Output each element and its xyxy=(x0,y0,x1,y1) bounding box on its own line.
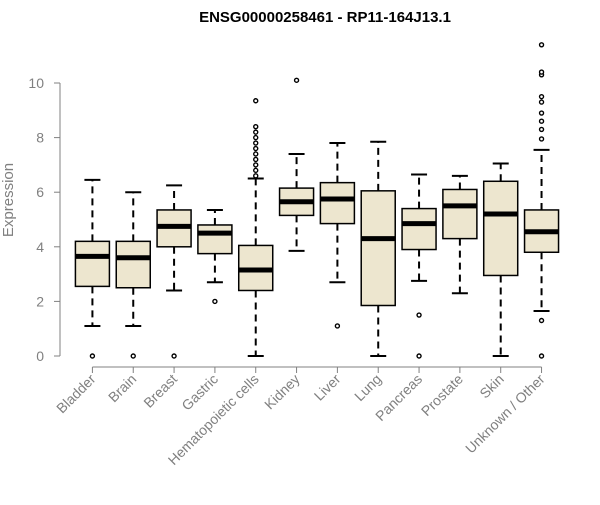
outlier-point xyxy=(253,167,259,174)
outlier-point xyxy=(538,317,545,324)
box-iqr xyxy=(401,207,437,251)
outlier-point xyxy=(253,162,259,168)
outlier-point xyxy=(538,353,545,359)
outlier-point xyxy=(334,323,341,329)
outlier-point xyxy=(212,298,218,305)
outlier-point xyxy=(538,99,545,105)
outlier-point xyxy=(538,126,545,133)
x-tick-label: Lung xyxy=(351,371,384,404)
y-tick-label: 4 xyxy=(36,239,44,255)
x-tick-label: Bladder xyxy=(53,371,99,417)
outlier-point xyxy=(538,69,545,75)
outlier-point xyxy=(253,98,259,104)
x-tick-label: Skin xyxy=(476,371,507,402)
outlier-point xyxy=(538,93,545,100)
outlier-point xyxy=(253,173,259,179)
outlier-point xyxy=(253,156,259,163)
outlier-point xyxy=(416,312,422,318)
box-iqr xyxy=(74,240,111,288)
x-tick-label: Liver xyxy=(311,371,344,404)
outlier-point xyxy=(171,353,177,359)
outlier-point xyxy=(293,77,300,83)
x-tick-label: Brain xyxy=(105,371,139,405)
box-iqr xyxy=(360,190,396,307)
outlier-point xyxy=(253,140,259,146)
outlier-point xyxy=(253,129,259,135)
chart-title: ENSG00000258461 - RP11-164J13.1 xyxy=(199,9,451,26)
x-tick-label: Prostate xyxy=(418,371,466,419)
outlier-point xyxy=(253,134,259,141)
y-tick-label: 0 xyxy=(36,348,44,364)
outlier-point xyxy=(538,118,545,124)
box-iqr xyxy=(319,181,356,225)
outlier-point xyxy=(89,353,96,359)
outlier-point xyxy=(130,353,136,359)
outlier-point xyxy=(253,145,259,152)
box-iqr xyxy=(442,188,478,240)
x-tick-label: Breast xyxy=(140,371,180,411)
outlier-point xyxy=(253,123,259,130)
y-tick-label: 6 xyxy=(36,184,44,200)
y-axis-label: Expression xyxy=(0,163,17,237)
outlier-point xyxy=(253,151,259,157)
box-iqr xyxy=(115,240,151,289)
y-tick-label: 2 xyxy=(36,293,44,309)
y-tick-label: 10 xyxy=(28,75,44,91)
x-tick-label: Kidney xyxy=(261,371,303,413)
outlier-point xyxy=(538,136,545,142)
outlier-point xyxy=(416,353,422,359)
box-iqr xyxy=(197,224,233,255)
outlier-point xyxy=(538,110,545,116)
box-iqr xyxy=(482,180,519,277)
outlier-point xyxy=(538,42,545,48)
y-tick-label: 8 xyxy=(36,130,44,146)
